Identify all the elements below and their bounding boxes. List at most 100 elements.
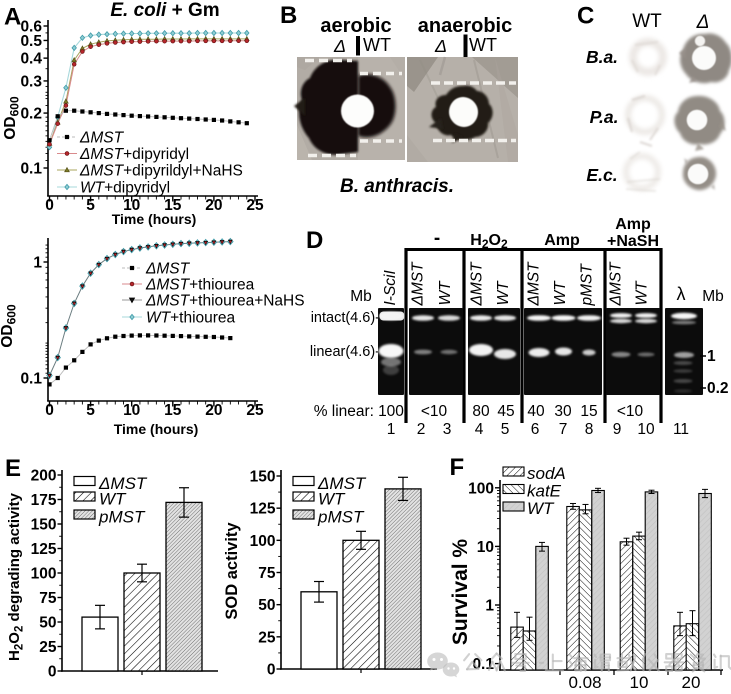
svg-text:OD600: OD600: [0, 304, 19, 348]
svg-text:E: E: [5, 455, 21, 482]
svg-text:ΔMST: ΔMST: [317, 474, 367, 493]
svg-text:100: 100: [31, 566, 57, 583]
svg-text:0: 0: [45, 402, 54, 419]
svg-text:5: 5: [86, 402, 95, 419]
svg-text:0.1: 0.1: [20, 371, 42, 388]
svg-text:D: D: [306, 227, 323, 254]
svg-text:200: 200: [31, 468, 57, 485]
svg-text:125: 125: [31, 541, 57, 558]
svg-text:1: 1: [485, 598, 494, 615]
svg-text:Mb: Mb: [350, 288, 372, 305]
svg-text:-: -: [434, 228, 440, 249]
svg-text:0.4: 0.4: [20, 51, 42, 68]
svg-text:4: 4: [475, 421, 484, 438]
svg-text:Amp: Amp: [615, 216, 651, 233]
svg-text:WT: WT: [552, 280, 569, 306]
svg-text:WT+dipyridyl: WT+dipyridyl: [80, 180, 170, 197]
svg-text:ΔMST: ΔMST: [608, 261, 625, 307]
svg-text:25: 25: [246, 402, 264, 419]
svg-text:B. anthracis.: B. anthracis.: [340, 176, 454, 197]
svg-text:10: 10: [630, 673, 649, 692]
svg-text:15: 15: [164, 402, 182, 419]
svg-text:B.a.: B.a.: [586, 47, 618, 67]
svg-text:+NaSH: +NaSH: [607, 233, 659, 250]
svg-text:linear(4.6)-: linear(4.6)-: [310, 344, 380, 360]
svg-text:% linear:: % linear:: [314, 403, 374, 420]
svg-text:25: 25: [258, 629, 276, 646]
svg-text:aerobic: aerobic: [320, 15, 391, 37]
svg-text:100: 100: [250, 533, 276, 550]
svg-text:75: 75: [39, 590, 57, 607]
svg-text:7: 7: [559, 421, 568, 438]
svg-text:125: 125: [250, 501, 276, 518]
svg-text:C: C: [577, 3, 594, 30]
svg-text:30: 30: [554, 403, 572, 420]
svg-text:λ: λ: [677, 284, 686, 304]
svg-text:1: 1: [33, 255, 42, 272]
svg-text:150: 150: [250, 469, 276, 486]
svg-text:45: 45: [497, 403, 514, 420]
svg-text:15: 15: [580, 403, 597, 420]
svg-text:sodA: sodA: [527, 464, 566, 483]
svg-text:5: 5: [86, 197, 95, 214]
svg-text:100: 100: [468, 480, 494, 497]
svg-text:25: 25: [39, 639, 57, 656]
svg-text:H2O2: H2O2: [470, 232, 508, 251]
svg-text:50: 50: [39, 615, 56, 632]
svg-text:OD600: OD600: [2, 96, 22, 140]
svg-text:5: 5: [501, 421, 510, 438]
svg-text:10: 10: [123, 197, 140, 214]
svg-text:25: 25: [246, 197, 264, 214]
svg-text:ΔMST+dipyrildyl+NaHS: ΔMST+dipyrildyl+NaHS: [79, 163, 243, 180]
svg-text:pMST: pMST: [98, 508, 146, 527]
svg-text:F: F: [450, 454, 465, 481]
svg-text:0: 0: [267, 662, 276, 679]
svg-text:intact(4.6)-: intact(4.6)-: [311, 310, 380, 326]
svg-text:10: 10: [637, 421, 655, 438]
svg-text:40: 40: [527, 403, 545, 420]
svg-text:0.2: 0.2: [20, 106, 42, 123]
svg-text:3: 3: [443, 421, 452, 438]
svg-text:1: 1: [707, 348, 716, 365]
svg-text:ΔMST: ΔMST: [469, 261, 486, 307]
svg-text:Δ: Δ: [434, 36, 447, 56]
svg-text:WT+thiourea: WT+thiourea: [146, 310, 236, 327]
svg-text:0.5: 0.5: [20, 33, 42, 50]
svg-text:WT: WT: [634, 280, 651, 306]
svg-text:10: 10: [477, 539, 494, 556]
svg-text:Amp: Amp: [544, 232, 580, 249]
svg-text:0: 0: [45, 197, 54, 214]
svg-text:ΔMST+dipyridyl: ΔMST+dipyridyl: [79, 146, 189, 163]
svg-text:ΔMST: ΔMST: [79, 130, 125, 147]
svg-text:20: 20: [205, 197, 222, 214]
svg-text:ΔMST+thiourea: ΔMST+thiourea: [145, 277, 255, 294]
svg-text:E. coli + Gm: E. coli + Gm: [110, 0, 219, 21]
svg-text:9: 9: [613, 421, 622, 438]
svg-text:ΔMST: ΔMST: [145, 261, 191, 278]
svg-text:pMST: pMST: [579, 263, 596, 307]
svg-text:Time (hours): Time (hours): [114, 421, 199, 437]
svg-text:0.6: 0.6: [20, 19, 42, 36]
svg-text:2: 2: [417, 421, 426, 438]
svg-text:80: 80: [472, 403, 490, 420]
svg-text:<10: <10: [617, 403, 644, 420]
svg-text:ΔMST+thiourea+NaHS: ΔMST+thiourea+NaHS: [145, 293, 305, 310]
svg-text:11: 11: [673, 421, 689, 438]
svg-text:WT: WT: [99, 490, 127, 509]
svg-text:8: 8: [585, 421, 594, 438]
svg-text:6: 6: [531, 421, 540, 438]
svg-text:A: A: [4, 4, 21, 31]
svg-text:10: 10: [123, 402, 140, 419]
svg-text:B: B: [280, 2, 297, 29]
svg-text:WT: WT: [495, 280, 512, 306]
svg-text:75: 75: [258, 565, 276, 582]
svg-text:ΔMST: ΔMST: [410, 261, 427, 307]
svg-text:20: 20: [205, 402, 222, 419]
svg-text:WT: WT: [437, 280, 454, 306]
svg-text:150: 150: [31, 517, 57, 534]
svg-text:Δ: Δ: [696, 12, 710, 33]
svg-text:I-SciI: I-SciI: [382, 270, 399, 306]
svg-text:0.08: 0.08: [568, 673, 601, 692]
svg-text:P.a.: P.a.: [590, 107, 619, 127]
svg-text:WT: WT: [469, 35, 497, 55]
